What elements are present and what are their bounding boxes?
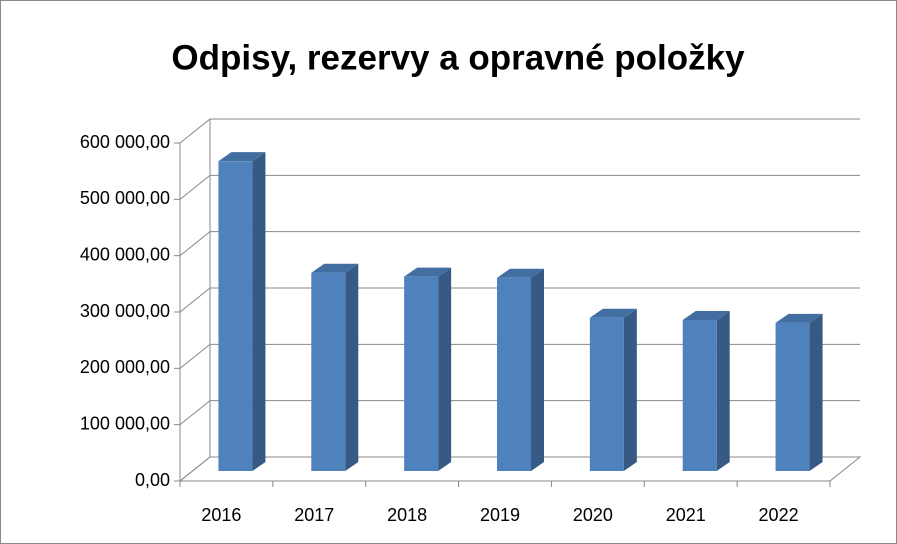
x-tick-label: 2020 bbox=[573, 505, 613, 525]
x-tick-label: 2022 bbox=[759, 505, 799, 525]
y-tick-label: 300 000,00 bbox=[80, 301, 170, 321]
bar-top bbox=[682, 311, 730, 321]
bar-top bbox=[589, 308, 637, 318]
bar-top bbox=[497, 268, 544, 278]
bar bbox=[497, 277, 531, 471]
y-tick-label: 0,00 bbox=[135, 470, 170, 490]
y-tick-label: 500 000,00 bbox=[80, 188, 170, 208]
y-tick-label: 200 000,00 bbox=[80, 357, 170, 377]
grid-line bbox=[179, 400, 211, 426]
grid-line bbox=[179, 343, 211, 369]
grid-line bbox=[179, 456, 211, 482]
bar-top bbox=[218, 152, 266, 162]
x-tick-label: 2017 bbox=[294, 505, 334, 525]
bar-side bbox=[438, 267, 452, 471]
bar-side bbox=[345, 263, 359, 471]
bar-side bbox=[716, 311, 730, 471]
x-tick-label: 2021 bbox=[666, 505, 706, 525]
bar bbox=[404, 276, 439, 471]
bar-side bbox=[623, 308, 637, 471]
x-tick-label: 2018 bbox=[387, 505, 427, 525]
grid-line bbox=[179, 118, 211, 144]
bar-top bbox=[404, 267, 452, 277]
bar bbox=[311, 272, 346, 471]
bar-top bbox=[311, 263, 359, 273]
chart-title: Odpisy, rezervy a opravné položky bbox=[171, 38, 745, 77]
grid-line bbox=[179, 174, 211, 200]
y-tick-label: 400 000,00 bbox=[80, 244, 170, 264]
bar bbox=[682, 320, 717, 471]
bar-side bbox=[531, 268, 544, 471]
grid-line bbox=[179, 287, 211, 313]
bar-side bbox=[809, 313, 823, 471]
bar-side bbox=[252, 152, 266, 471]
grid-line bbox=[179, 231, 211, 257]
y-tick-label: 600 000,00 bbox=[80, 132, 170, 152]
bar bbox=[775, 322, 810, 471]
x-tick-label: 2019 bbox=[480, 505, 520, 525]
bar bbox=[218, 161, 253, 471]
x-tick-label: 2016 bbox=[201, 505, 241, 525]
bar bbox=[589, 317, 624, 471]
y-tick-label: 100 000,00 bbox=[80, 413, 170, 433]
bar-top bbox=[775, 313, 823, 323]
